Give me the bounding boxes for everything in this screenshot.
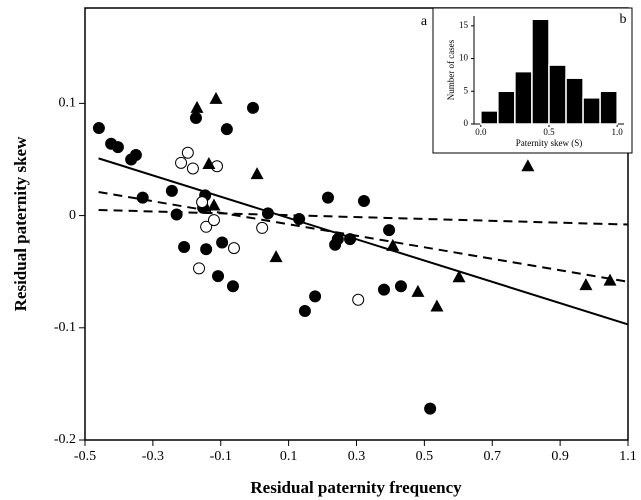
filled-point [129, 148, 142, 161]
x-tick-label: 0.5 [543, 127, 555, 137]
x-tick-label: 0.9 [551, 449, 569, 464]
filled-point [298, 304, 311, 317]
open-point [207, 214, 220, 227]
filled-point [309, 290, 322, 303]
y-tick-label: 0 [464, 118, 469, 128]
histogram-bar [599, 90, 618, 125]
y-tick-label: 5 [464, 85, 469, 95]
triangle-point [269, 250, 283, 263]
x-tick-label: 0.5 [416, 449, 434, 464]
filled-point [178, 241, 191, 254]
open-point [175, 156, 188, 169]
triangle-point [209, 91, 223, 104]
x-tick-label: 0.0 [475, 127, 487, 137]
filled-point [136, 191, 149, 204]
x-tick-label: 0.7 [484, 449, 502, 464]
filled-point [212, 270, 225, 283]
triangle-point [202, 156, 216, 169]
x-tick-label: 1.1 [619, 449, 637, 464]
x-tick-label: 0.1 [280, 449, 298, 464]
open-point [227, 242, 240, 255]
triangle-point [207, 198, 221, 211]
histogram-bar [531, 18, 550, 125]
x-axis-label: Residual paternity frequency [250, 478, 462, 497]
y-tick-label: 0.1 [59, 96, 77, 111]
y-tick-label: -0.2 [54, 432, 76, 447]
x-tick-label: -0.1 [210, 449, 232, 464]
histogram-bar [514, 70, 533, 125]
panel-label: a [421, 14, 428, 29]
y-tick-label: 15 [459, 20, 469, 30]
y-tick-label: 0 [69, 208, 76, 223]
filled-point [357, 194, 370, 207]
filled-point [424, 402, 437, 415]
x-tick-label: 0.3 [348, 449, 366, 464]
histogram-bar [480, 110, 499, 125]
triangle-point [411, 284, 425, 297]
open-point [196, 196, 209, 209]
filled-point [377, 283, 390, 296]
open-point [256, 221, 269, 234]
inset-y-label: Number of cases [446, 39, 456, 100]
histogram-bar [565, 77, 584, 125]
filled-point [246, 101, 259, 114]
triangle-point [386, 238, 400, 251]
filled-point [331, 233, 344, 246]
x-tick-label: -0.5 [74, 449, 96, 464]
triangle-point [452, 270, 466, 283]
filled-point [226, 280, 239, 293]
filled-point [220, 123, 233, 136]
x-tick-label: -0.3 [142, 449, 164, 464]
open-point [186, 162, 199, 175]
inset-x-label: Paternity skew (S) [516, 138, 583, 148]
filled-point [293, 212, 306, 225]
filled-point [394, 280, 407, 293]
y-tick-label: -0.1 [54, 320, 76, 335]
triangle-point [521, 159, 535, 172]
trend-line [98, 208, 629, 226]
triangle-point [430, 299, 444, 312]
open-point [181, 146, 194, 159]
filled-point [92, 122, 105, 135]
filled-point [170, 208, 183, 221]
filled-point [344, 233, 357, 246]
filled-point [189, 111, 202, 124]
filled-point [165, 184, 178, 197]
open-point [193, 262, 206, 275]
triangle-point [603, 273, 617, 286]
histogram-bar [548, 64, 567, 125]
x-tick-label: 1.0 [612, 127, 624, 137]
filled-point [261, 207, 274, 220]
filled-point [200, 243, 213, 256]
filled-point [216, 236, 229, 249]
y-axis-label: Residual paternity skew [11, 136, 30, 311]
open-point [352, 293, 365, 306]
filled-point [111, 141, 124, 154]
triangle-point [579, 278, 593, 291]
filled-point [383, 224, 396, 237]
triangle-point [190, 100, 204, 113]
y-tick-label: 10 [459, 53, 469, 63]
open-point [200, 220, 213, 233]
histogram-bar [497, 90, 516, 125]
panel-label: b [620, 12, 627, 27]
trend-line [98, 157, 629, 326]
triangle-point [250, 167, 264, 180]
filled-point [321, 191, 334, 204]
histogram-bar [582, 97, 601, 125]
